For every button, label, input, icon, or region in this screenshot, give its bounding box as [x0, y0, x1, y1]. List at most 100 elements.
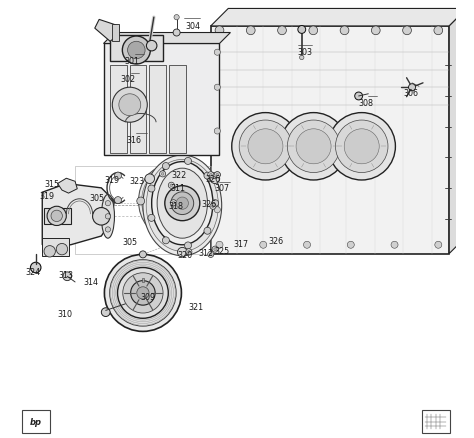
Circle shape — [171, 200, 177, 206]
Circle shape — [211, 173, 217, 179]
Circle shape — [163, 230, 171, 238]
Circle shape — [246, 27, 255, 35]
Circle shape — [63, 272, 72, 281]
Circle shape — [210, 254, 212, 256]
Text: 312: 312 — [199, 249, 214, 258]
Circle shape — [137, 287, 149, 299]
Circle shape — [210, 174, 220, 184]
FancyBboxPatch shape — [422, 410, 450, 433]
Circle shape — [163, 237, 169, 244]
Circle shape — [211, 200, 219, 207]
Circle shape — [105, 201, 110, 206]
Text: 313: 313 — [58, 270, 73, 279]
Polygon shape — [57, 179, 77, 194]
Circle shape — [118, 268, 168, 318]
Text: 326: 326 — [206, 174, 220, 184]
Bar — [142, 278, 144, 283]
Circle shape — [287, 121, 340, 173]
Circle shape — [137, 198, 145, 205]
Circle shape — [123, 273, 163, 313]
Circle shape — [260, 242, 267, 249]
Circle shape — [435, 242, 442, 249]
Circle shape — [30, 263, 41, 273]
Circle shape — [340, 27, 349, 35]
Circle shape — [210, 204, 216, 210]
Circle shape — [214, 248, 217, 251]
Text: 323: 323 — [129, 177, 145, 186]
Circle shape — [210, 174, 212, 177]
Bar — [45, 208, 71, 224]
Circle shape — [309, 27, 318, 35]
Ellipse shape — [143, 155, 222, 256]
Text: 310: 310 — [57, 310, 73, 319]
Circle shape — [212, 247, 218, 253]
Ellipse shape — [101, 195, 114, 239]
Text: 315: 315 — [45, 180, 60, 189]
Text: 303: 303 — [297, 48, 312, 57]
Circle shape — [434, 27, 443, 35]
Polygon shape — [211, 10, 467, 27]
Text: bp: bp — [30, 417, 42, 426]
Ellipse shape — [146, 160, 219, 252]
Text: 305: 305 — [122, 237, 137, 246]
Circle shape — [148, 215, 155, 222]
Text: 301: 301 — [125, 57, 139, 65]
Circle shape — [216, 174, 219, 177]
Text: TX00-040  06/26/97: TX00-040 06/26/97 — [290, 11, 402, 20]
Circle shape — [119, 95, 141, 117]
Circle shape — [214, 207, 220, 213]
Circle shape — [212, 175, 215, 177]
Text: 325: 325 — [214, 246, 229, 255]
Text: 320: 320 — [177, 250, 192, 259]
Circle shape — [214, 172, 220, 178]
Circle shape — [51, 211, 63, 222]
Circle shape — [204, 228, 211, 235]
Circle shape — [204, 173, 211, 180]
Bar — [110, 66, 127, 153]
Text: 311: 311 — [171, 184, 185, 193]
Circle shape — [122, 37, 150, 65]
Circle shape — [92, 208, 110, 226]
Polygon shape — [449, 10, 467, 254]
Circle shape — [211, 205, 214, 208]
Ellipse shape — [142, 170, 192, 233]
Circle shape — [104, 255, 182, 332]
Text: 309: 309 — [141, 292, 156, 301]
Circle shape — [163, 165, 171, 173]
Circle shape — [160, 171, 166, 177]
Circle shape — [176, 198, 189, 210]
Circle shape — [391, 242, 398, 249]
Text: 304: 304 — [186, 21, 201, 31]
Bar — [211, 27, 449, 254]
Circle shape — [128, 42, 145, 60]
Circle shape — [278, 27, 286, 35]
Text: 326: 326 — [201, 200, 216, 208]
Circle shape — [336, 121, 388, 173]
Circle shape — [163, 163, 169, 170]
Text: 326: 326 — [268, 237, 283, 245]
Circle shape — [171, 192, 194, 215]
Circle shape — [300, 56, 304, 60]
Circle shape — [184, 158, 191, 165]
Circle shape — [328, 113, 395, 180]
Bar — [149, 66, 166, 153]
Circle shape — [280, 113, 347, 180]
Circle shape — [139, 251, 146, 258]
Circle shape — [372, 27, 380, 35]
Bar — [130, 66, 146, 153]
Circle shape — [112, 88, 147, 123]
Text: 307: 307 — [214, 184, 229, 193]
Circle shape — [214, 129, 220, 135]
Circle shape — [177, 248, 187, 258]
Text: 308: 308 — [359, 99, 374, 107]
Text: 316: 316 — [127, 136, 142, 145]
Ellipse shape — [157, 169, 208, 239]
Text: 322: 322 — [172, 171, 187, 180]
Circle shape — [239, 121, 292, 173]
Circle shape — [105, 214, 110, 219]
Circle shape — [355, 93, 363, 101]
Circle shape — [344, 130, 379, 164]
Ellipse shape — [138, 166, 195, 237]
Bar — [110, 35, 163, 62]
Text: 306: 306 — [403, 89, 418, 98]
